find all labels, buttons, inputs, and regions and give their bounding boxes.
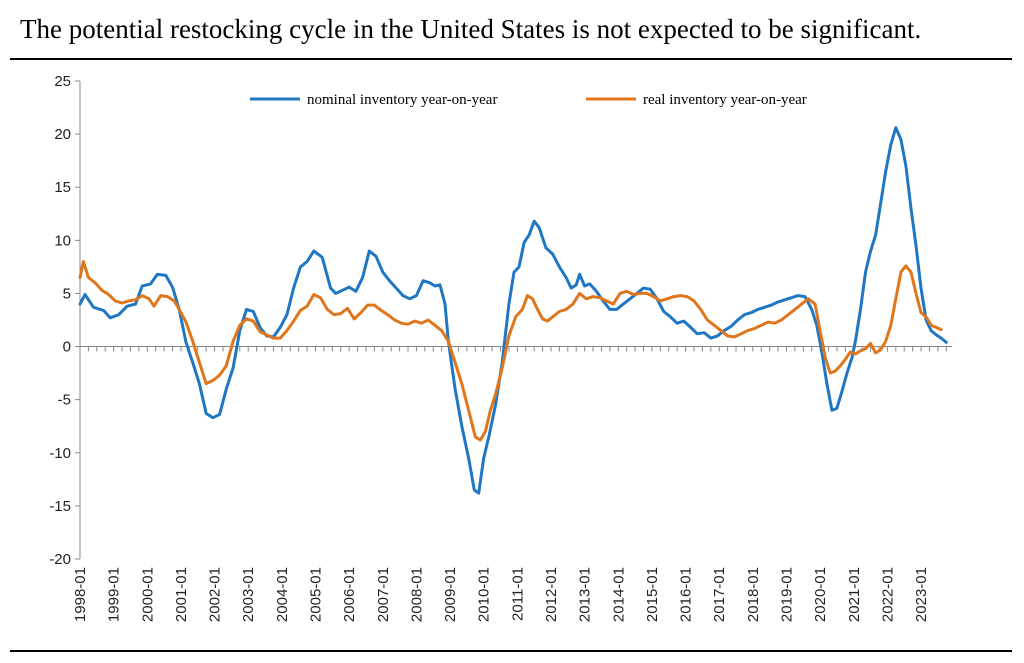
y-tick-label: 20 [54, 126, 71, 143]
x-tick-label: 2013-01 [577, 567, 594, 622]
y-tick-label: 15 [54, 179, 71, 196]
y-tick-label: 0 [63, 339, 71, 356]
x-tick-label: 2012-01 [543, 567, 560, 622]
x-tick-label: 2004-01 [274, 567, 291, 622]
y-tick-label: 10 [54, 232, 71, 249]
x-tick-label: 2016-01 [678, 567, 695, 622]
x-tick-label: 2002-01 [207, 567, 224, 622]
page-title: The potential restocking cycle in the Un… [20, 14, 922, 44]
x-tick-label: 2015-01 [644, 567, 661, 622]
x-tick-label: 2003-01 [240, 567, 257, 622]
x-tick-label: 2021-01 [846, 567, 863, 622]
x-tick-label: 2020-01 [812, 567, 829, 622]
x-tick-label: 2022-01 [879, 567, 896, 622]
x-tick-label: 2006-01 [341, 567, 358, 622]
series-line-nominal [78, 126, 948, 495]
x-tick-label: 1999-01 [106, 567, 123, 622]
x-tick-label: 2005-01 [307, 567, 324, 622]
chart-legend: nominal inventory year-on-year real inven… [250, 92, 807, 108]
bottom-rule [10, 650, 1012, 652]
legend-label: nominal inventory year-on-year [307, 92, 497, 108]
x-tick-label: 2000-01 [139, 567, 156, 622]
legend-label: real inventory year-on-year [643, 92, 807, 108]
x-tick-label: 2023-01 [913, 567, 930, 622]
series-line-real [78, 260, 943, 442]
x-tick-label: 2008-01 [408, 567, 425, 622]
y-tick-label: 25 [54, 73, 71, 90]
x-tick-label: 2011-01 [509, 567, 526, 621]
y-tick-label: -15 [49, 498, 71, 515]
x-tick-label: 2001-01 [173, 567, 190, 622]
y-tick-label: 5 [63, 285, 71, 302]
x-tick-label: 2019-01 [778, 567, 795, 622]
x-tick-label: 2007-01 [375, 567, 392, 622]
x-tick-label: 1998-01 [72, 567, 89, 622]
x-tick-label: 2018-01 [745, 567, 762, 622]
chart-series [78, 126, 948, 495]
y-tick-label: -5 [58, 392, 71, 409]
x-tick-label: 2017-01 [711, 567, 728, 622]
x-tick-label: 2014-01 [610, 567, 627, 622]
x-tick-label: 2009-01 [442, 567, 459, 622]
chart-axes: -20 -15 -10 -5 0 5 10 15 20 25 1998-01 1999-01 2000-… [49, 73, 952, 622]
y-tick-label: -20 [49, 551, 71, 568]
y-tick-label: -10 [49, 445, 71, 462]
x-tick-label: 2010-01 [476, 567, 493, 622]
top-rule [10, 58, 1012, 60]
